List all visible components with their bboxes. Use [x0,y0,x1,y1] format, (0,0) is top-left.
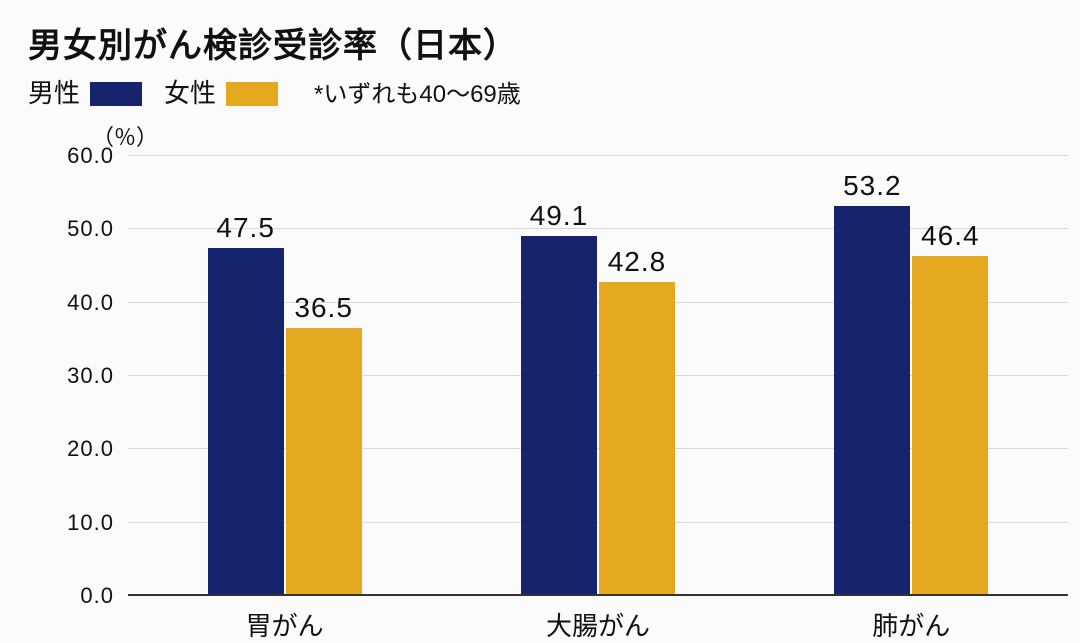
y-tick-label: 10.0 [67,510,114,536]
y-tick-label: 0.0 [80,583,114,609]
bar-value-label: 46.4 [921,220,980,252]
bar-male: 49.1 [521,236,597,596]
legend: 男性 女性 *いずれも40〜69歳 [28,73,1052,110]
bar-female: 36.5 [286,328,362,596]
y-tick-label: 30.0 [67,363,114,389]
chart-title: 男女別がん検診受診率（日本） [28,18,1052,67]
legend-note: *いずれも40〜69歳 [314,74,521,109]
bar-value-label: 47.5 [216,212,275,244]
bar-group: 49.142.8大腸がん [441,156,754,596]
x-axis-line [128,594,1068,596]
legend-female-swatch [226,82,278,106]
bar-value-label: 36.5 [294,292,353,324]
category-label: 肺がん [872,606,950,643]
legend-male-swatch [90,82,142,106]
bar-value-label: 49.1 [530,200,589,232]
bar-value-label: 53.2 [843,170,902,202]
category-label: 大腸がん [546,606,650,643]
bar-value-label: 42.8 [608,246,667,278]
y-tick-label: 40.0 [67,290,114,316]
bar-male: 47.5 [208,248,284,596]
legend-male-label: 男性 [28,73,80,110]
y-tick-label: 50.0 [67,216,114,242]
bar-female: 46.4 [912,256,988,596]
bar-group: 53.246.4肺がん [755,156,1068,596]
bar-groups: 47.536.5胃がん49.142.8大腸がん53.246.4肺がん [128,156,1068,596]
bar-male: 53.2 [834,206,910,596]
bar-chart: 0.010.020.030.040.050.060.0 47.536.5胃がん4… [128,156,1068,596]
bar-female: 42.8 [599,282,675,596]
y-axis-unit: （％） [92,120,1052,152]
bar-group: 47.536.5胃がん [128,156,441,596]
y-tick-label: 60.0 [67,143,114,169]
y-tick-label: 20.0 [67,436,114,462]
category-label: 胃がん [246,606,324,643]
legend-female-label: 女性 [164,73,216,110]
